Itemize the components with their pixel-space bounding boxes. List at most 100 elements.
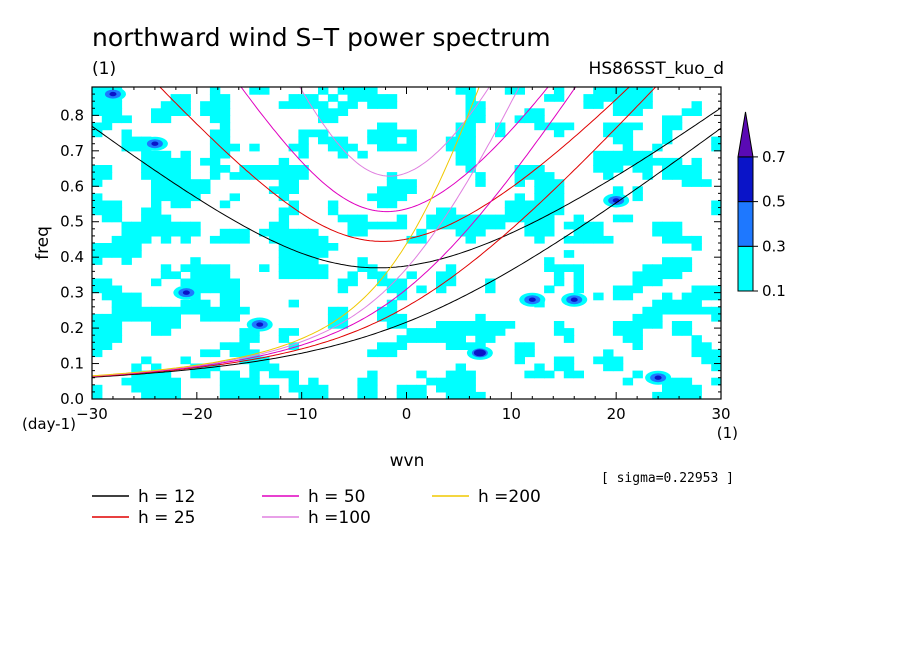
- power-cell: [386, 186, 398, 194]
- power-cell: [288, 143, 299, 152]
- power-cell: [662, 115, 673, 124]
- colorbar: 0.1 0.3 0.5 0.7: [737, 111, 786, 300]
- power-peak-core: [528, 297, 536, 302]
- power-cell: [406, 235, 417, 244]
- power-cell: [455, 342, 466, 350]
- power-cell: [160, 384, 172, 393]
- power-cell: [396, 179, 408, 187]
- colorbar-label: 0.7: [762, 148, 786, 166]
- power-cell: [583, 235, 594, 244]
- power-cell: [465, 235, 476, 244]
- power-cell: [259, 228, 270, 237]
- power-cell: [544, 228, 555, 237]
- power-cell: [278, 101, 290, 109]
- x-tick-label: −20: [181, 405, 213, 423]
- power-cell: [652, 299, 663, 308]
- power-cell: [691, 342, 702, 350]
- power-cell: [534, 122, 545, 131]
- power-cell: [662, 384, 673, 393]
- power-cell: [671, 165, 683, 173]
- power-cell: [671, 299, 683, 308]
- power-cell: [190, 257, 201, 265]
- power-cell: [377, 193, 388, 202]
- power-cell: [200, 157, 211, 166]
- power-cell: [151, 370, 162, 379]
- power-cell: [92, 285, 103, 294]
- power-cell: [455, 214, 466, 223]
- power-cell: [151, 377, 162, 386]
- power-cell: [308, 94, 319, 102]
- power-cell: [327, 321, 339, 329]
- power-cell: [573, 214, 584, 223]
- power-cell: [318, 250, 329, 258]
- power-peak-core: [151, 141, 159, 146]
- power-cell: [553, 356, 565, 365]
- power-cell: [593, 101, 604, 109]
- power-cell: [544, 221, 555, 230]
- power-cell: [514, 356, 525, 365]
- power-cell: [671, 264, 683, 272]
- power-cell: [681, 235, 693, 244]
- power-cell: [141, 306, 152, 315]
- power-cell: [396, 342, 408, 350]
- power-cell: [180, 101, 191, 109]
- power-cell: [701, 285, 712, 294]
- power-cell: [396, 129, 408, 138]
- power-cell: [160, 264, 172, 272]
- power-cell: [396, 313, 408, 322]
- power-cell: [367, 221, 378, 230]
- x-axis-label: wvn: [390, 451, 425, 471]
- power-cell: [652, 264, 663, 272]
- power-cell: [553, 264, 565, 272]
- power-cell: [278, 235, 290, 244]
- power-cell: [141, 377, 152, 386]
- power-cell: [131, 243, 142, 251]
- y-tick-label: 0.6: [60, 177, 84, 195]
- power-cell: [642, 157, 653, 166]
- power-cell: [377, 221, 388, 230]
- power-cell: [318, 136, 329, 145]
- power-cell: [219, 150, 231, 159]
- power-cell: [131, 221, 142, 230]
- power-cell: [151, 200, 162, 209]
- power-cell: [298, 101, 309, 109]
- power-cell: [101, 165, 113, 173]
- power-cell: [347, 214, 358, 223]
- power-cell: [504, 87, 516, 95]
- power-cell: [524, 108, 535, 116]
- power-cell: [396, 186, 408, 194]
- power-cell: [288, 328, 299, 336]
- power-cell: [593, 221, 604, 230]
- power-cell: [671, 235, 683, 244]
- power-cell: [337, 285, 349, 294]
- power-cell: [377, 122, 388, 131]
- power-cell: [603, 157, 614, 166]
- power-cell: [691, 335, 702, 343]
- power-cell: [396, 278, 408, 287]
- power-cell: [662, 228, 673, 237]
- power-cell: [288, 172, 299, 180]
- power-cell: [465, 122, 476, 131]
- power-cell: [465, 165, 476, 173]
- power-cell: [465, 115, 476, 124]
- power-cell: [711, 136, 721, 145]
- power-cell: [151, 221, 162, 230]
- power-cell: [357, 228, 368, 237]
- power-cell: [691, 306, 702, 315]
- power-cell: [278, 172, 290, 180]
- power-cell: [219, 278, 231, 287]
- power-cell: [681, 377, 693, 386]
- power-cell: [209, 271, 221, 280]
- power-cell: [249, 349, 260, 358]
- power-cell: [377, 349, 388, 358]
- x-tick-label: −10: [286, 405, 318, 423]
- power-cell: [209, 143, 221, 152]
- power-cell: [544, 370, 555, 379]
- power-cell: [318, 243, 329, 251]
- power-cell: [455, 384, 466, 393]
- power-cell: [524, 228, 535, 237]
- power-cell: [622, 150, 634, 159]
- power-cell: [288, 207, 299, 216]
- power-cell: [288, 101, 299, 109]
- power-cell: [229, 306, 240, 315]
